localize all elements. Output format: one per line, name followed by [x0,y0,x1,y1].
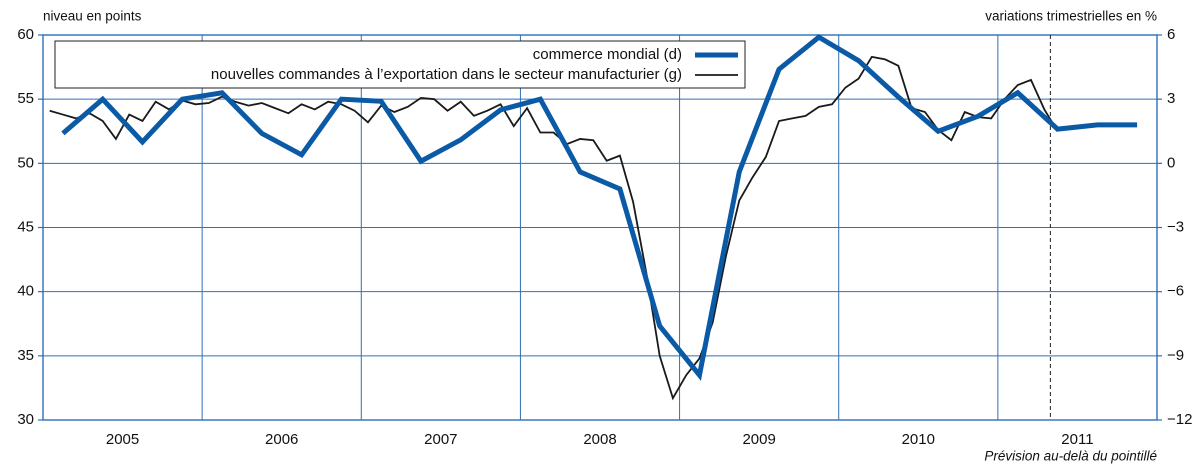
y2-tick-label: 3 [1167,90,1175,107]
y2-tick-label: 0 [1167,154,1175,171]
x-tick-label: 2008 [583,431,616,448]
x-tick-label: 2010 [902,431,935,448]
legend-box [54,40,746,89]
legend-label: commerce mondial (d) [533,46,682,63]
right-axis-label: variations trimestrielles en % [985,9,1157,24]
y2-tick-label: −12 [1167,411,1192,428]
y2-tick-label: −3 [1167,218,1184,235]
y-tick-label: 50 [17,154,34,171]
y-tick-label: 60 [17,26,34,43]
x-tick-label: 2011 [1061,431,1093,448]
y-tick-label: 35 [17,347,34,364]
y2-tick-label: −9 [1167,347,1184,364]
y2-tick-label: 6 [1167,26,1175,43]
y2-tick-label: −6 [1167,283,1184,300]
legend-label: nouvelles commandes à l’exportation dans… [211,66,682,83]
left-axis-label: niveau en points [43,9,142,24]
series-line [61,34,1138,381]
y-tick-label: 55 [17,90,34,107]
y-tick-label: 40 [17,283,34,300]
plot-frame [42,34,1158,421]
x-tick-label: 2006 [265,431,298,448]
series-line [49,55,1059,401]
annotation: Prévision au-delà du pointillé [984,449,1157,464]
x-tick-label: 2007 [424,431,457,448]
x-tick-label: 2005 [106,431,139,448]
y-tick-label: 45 [17,218,34,235]
y-tick-label: 30 [17,411,34,428]
x-tick-label: 2009 [742,431,775,448]
